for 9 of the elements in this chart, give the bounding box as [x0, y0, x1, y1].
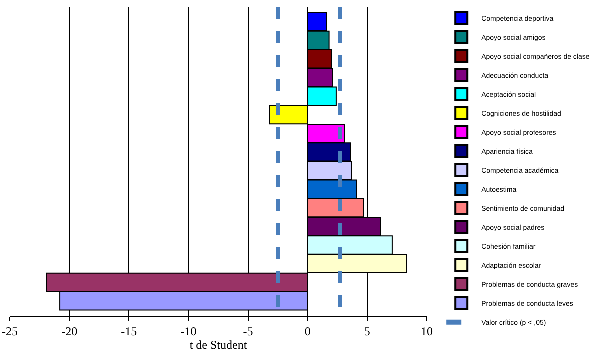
x-tick-label: -10	[180, 324, 197, 338]
x-tick-label: -25	[2, 324, 18, 338]
x-tick-label: 0	[304, 324, 311, 338]
x-tick-label: -5	[243, 324, 254, 338]
x-tick-label: 5	[364, 324, 370, 338]
x-tick-label: -20	[62, 324, 78, 338]
x-axis-title: t de Student	[190, 338, 248, 352]
x-tick-label: 10	[421, 324, 433, 338]
x-tick-label: -15	[121, 324, 138, 338]
